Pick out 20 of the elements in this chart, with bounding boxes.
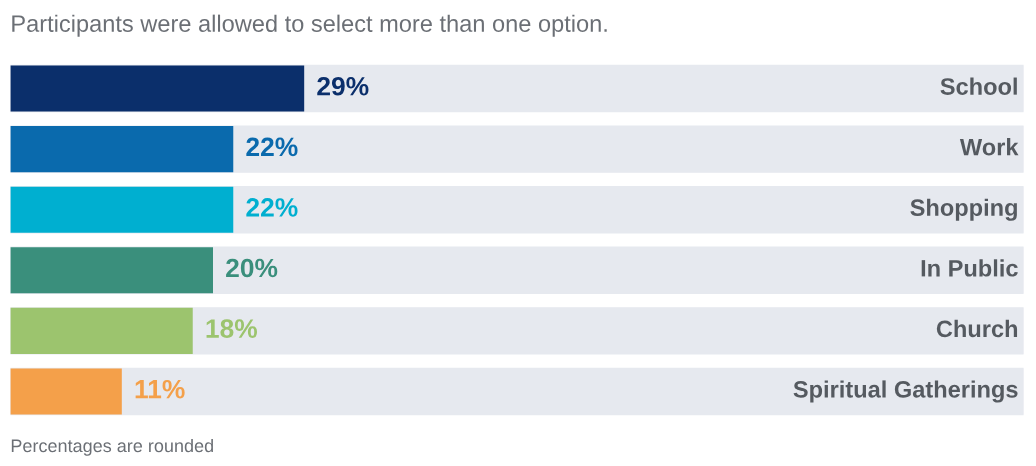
- y-tick-label: Church: [936, 319, 1018, 338]
- bar: [10, 307, 193, 354]
- bar: [10, 186, 234, 233]
- bar: [10, 247, 213, 294]
- data-label: 22%: [246, 137, 298, 157]
- bar: [10, 126, 234, 173]
- data-label: 29%: [317, 76, 369, 96]
- y-tick-label: In Public: [921, 259, 1018, 277]
- y-tick-label: Shopping: [910, 198, 1017, 221]
- y-tick-label: Spiritual Gatherings: [793, 380, 1018, 403]
- data-label: 22%: [246, 198, 298, 217]
- chart-title: Participants were allowed to select more than one option.: [12, 14, 607, 37]
- data-label: 11%: [135, 379, 185, 399]
- data-label: 20%: [226, 258, 278, 278]
- y-tick-label: Work: [959, 138, 1019, 156]
- data-label: 18%: [206, 319, 258, 338]
- text: Percentages are rounded: [11, 438, 213, 456]
- y-tick-label: School: [940, 77, 1017, 95]
- bar: [10, 368, 122, 415]
- bar: [10, 65, 305, 112]
